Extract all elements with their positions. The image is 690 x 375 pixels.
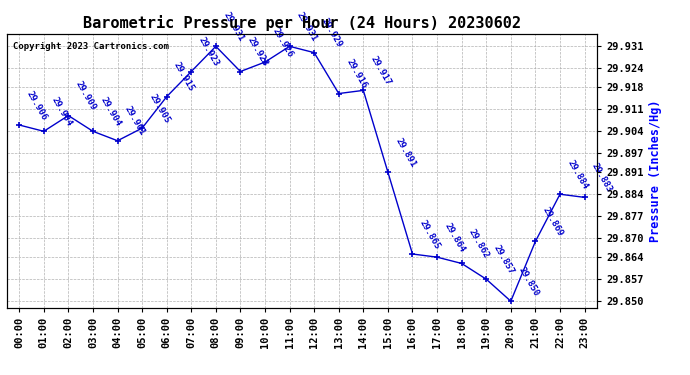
Text: 29.931: 29.931 xyxy=(295,10,319,43)
Text: 29.869: 29.869 xyxy=(541,206,565,238)
Text: 29.901: 29.901 xyxy=(123,105,147,137)
Title: Barometric Pressure per Hour (24 Hours) 20230602: Barometric Pressure per Hour (24 Hours) … xyxy=(83,15,521,31)
Text: 29.931: 29.931 xyxy=(221,10,246,43)
Text: 29.906: 29.906 xyxy=(25,89,49,122)
Text: 29.865: 29.865 xyxy=(418,218,442,250)
Text: 29.915: 29.915 xyxy=(172,61,196,93)
Text: 29.883: 29.883 xyxy=(590,161,614,194)
Text: 29.926: 29.926 xyxy=(270,26,295,58)
Text: 29.850: 29.850 xyxy=(516,265,540,298)
Text: 29.904: 29.904 xyxy=(49,95,73,128)
Text: 29.923: 29.923 xyxy=(246,36,270,68)
Text: 29.857: 29.857 xyxy=(492,243,515,276)
Text: 29.905: 29.905 xyxy=(148,92,172,124)
Text: 29.916: 29.916 xyxy=(344,57,368,90)
Text: 29.929: 29.929 xyxy=(319,16,344,49)
Text: 29.909: 29.909 xyxy=(74,80,98,112)
Text: 29.923: 29.923 xyxy=(197,36,221,68)
Y-axis label: Pressure (Inches/Hg): Pressure (Inches/Hg) xyxy=(649,99,662,242)
Text: 29.864: 29.864 xyxy=(442,221,466,254)
Text: 29.884: 29.884 xyxy=(566,158,589,190)
Text: 29.917: 29.917 xyxy=(369,54,393,87)
Text: 29.891: 29.891 xyxy=(393,136,417,169)
Text: 29.904: 29.904 xyxy=(99,95,122,128)
Text: 29.862: 29.862 xyxy=(467,228,491,260)
Text: Copyright 2023 Cartronics.com: Copyright 2023 Cartronics.com xyxy=(13,42,168,51)
